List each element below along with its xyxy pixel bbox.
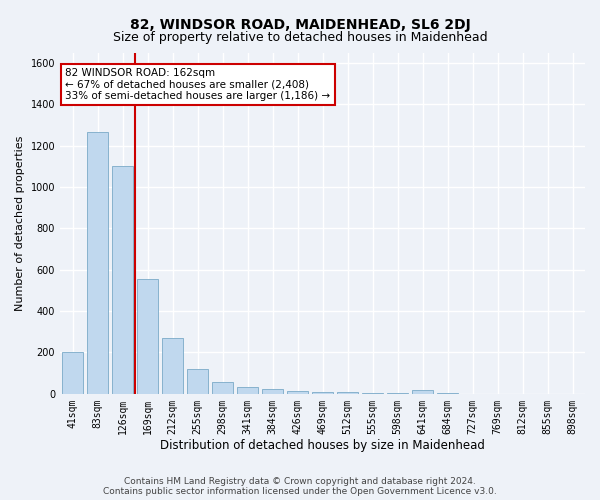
Text: 82, WINDSOR ROAD, MAIDENHEAD, SL6 2DJ: 82, WINDSOR ROAD, MAIDENHEAD, SL6 2DJ [130,18,470,32]
Text: Contains HM Land Registry data © Crown copyright and database right 2024.
Contai: Contains HM Land Registry data © Crown c… [103,476,497,496]
Bar [312,392,333,394]
Bar [412,390,433,394]
Bar [87,132,108,394]
Bar [337,392,358,394]
Bar [137,279,158,394]
Bar [62,352,83,394]
Text: 82 WINDSOR ROAD: 162sqm
← 67% of detached houses are smaller (2,408)
33% of semi: 82 WINDSOR ROAD: 162sqm ← 67% of detache… [65,68,331,101]
Text: Size of property relative to detached houses in Maidenhead: Size of property relative to detached ho… [113,31,487,44]
Bar [287,390,308,394]
Bar [162,338,183,394]
X-axis label: Distribution of detached houses by size in Maidenhead: Distribution of detached houses by size … [160,440,485,452]
Bar [237,387,258,394]
Bar [362,393,383,394]
Bar [112,166,133,394]
Bar [262,390,283,394]
Bar [212,382,233,394]
Bar [187,369,208,394]
Y-axis label: Number of detached properties: Number of detached properties [15,136,25,311]
